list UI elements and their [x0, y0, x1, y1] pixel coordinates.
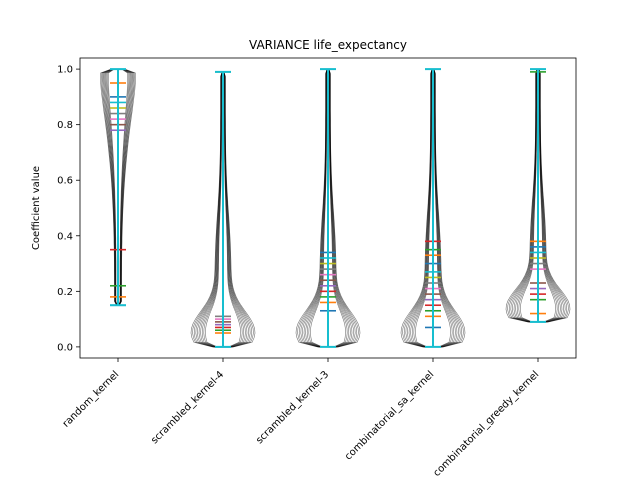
x-tick-label: scrambled_kernel-3: [254, 369, 331, 446]
y-tick-label: 0.6: [57, 176, 73, 187]
whiskers-layer: [110, 68, 546, 348]
y-tick-label: 1.0: [57, 65, 73, 76]
violins-layer: [100, 68, 571, 348]
y-tick-label: 0.0: [57, 342, 73, 353]
x-tick-label: combinatorial_sa_kernel: [343, 369, 436, 462]
x-tick-label: combinatorial_greedy_kernel: [431, 369, 541, 479]
x-axis: random_kernel scrambled_kernel-4 scrambled…: [61, 358, 541, 479]
y-tick-label: 0.4: [57, 231, 73, 242]
y-tick-label: 0.2: [57, 287, 73, 298]
y-tick-label: 0.8: [57, 120, 73, 131]
chart-title: VARIANCE life_expectancy: [249, 38, 407, 52]
y-axis: 0.0 0.2 0.4 0.6 0.8 1.0: [57, 65, 80, 353]
x-tick-label: scrambled_kernel-4: [149, 369, 226, 446]
y-axis-label: Coefficient value: [31, 166, 42, 250]
x-tick-label: random_kernel: [61, 369, 122, 430]
